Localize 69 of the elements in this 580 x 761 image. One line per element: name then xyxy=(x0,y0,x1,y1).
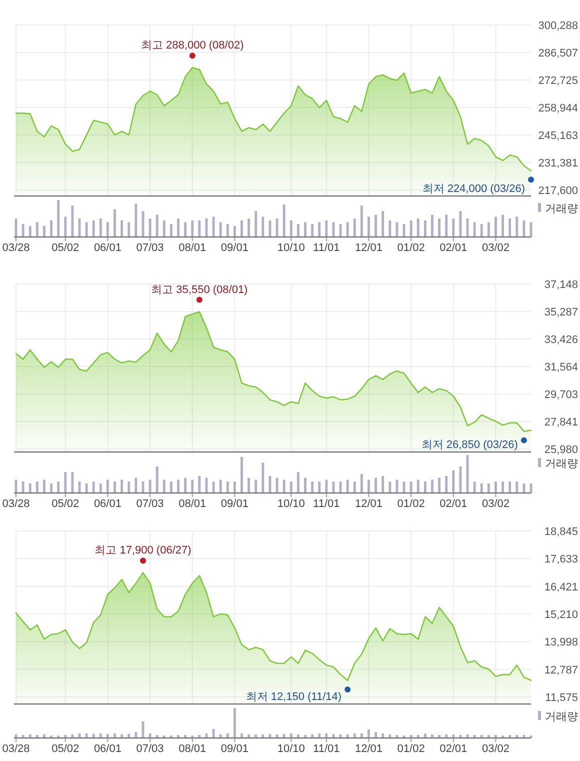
x-tick-label: 08/01 xyxy=(178,498,206,510)
y-tick-label: 286,507 xyxy=(538,48,578,60)
y-tick-label: 231,381 xyxy=(538,158,578,170)
annotation: 최저 26,850 (03/26) xyxy=(421,439,518,451)
y-tick-label: 11,575 xyxy=(545,692,578,704)
x-tick-label: 01/02 xyxy=(397,242,425,254)
x-tick-label: 02/01 xyxy=(440,242,468,254)
x-tick-label: 11/01 xyxy=(313,743,340,755)
x-tick-label: 10/10 xyxy=(277,242,305,254)
x-tick-label: 05/02 xyxy=(52,242,80,254)
y-tick-label: 258,944 xyxy=(538,102,578,115)
x-tick-label: 11/01 xyxy=(313,498,340,510)
y-tick-label: 29,703 xyxy=(544,389,578,402)
x-tick-label: 10/10 xyxy=(277,743,305,755)
legend: 거래량 xyxy=(538,711,578,723)
legend-label: 거래량 xyxy=(545,711,578,723)
legend-label: 거래량 xyxy=(545,203,578,215)
y-tick-label: 31,564 xyxy=(544,362,578,374)
y-tick-label: 25,980 xyxy=(544,444,578,456)
x-tick-label: 07/03 xyxy=(136,242,164,254)
y-tick-label: 13,998 xyxy=(544,636,578,649)
annotation: 최고 288,000 (08/02) xyxy=(141,40,244,52)
x-tick-label: 07/03 xyxy=(136,743,164,755)
x-tick-label: 06/01 xyxy=(94,242,122,254)
y-tick-label: 37,148 xyxy=(544,279,578,291)
x-tick-label: 03/02 xyxy=(482,743,510,755)
x-tick-label: 12/01 xyxy=(354,498,383,510)
x-tick-label: 05/02 xyxy=(52,498,80,510)
y-tick-label: 300,288 xyxy=(538,20,578,32)
y-tick-label: 245,163 xyxy=(538,130,578,142)
x-tick-label: 09/01 xyxy=(220,743,248,755)
x-tick-label: 03/02 xyxy=(482,242,510,254)
annotation: 최저 12,150 (11/14) xyxy=(246,691,342,703)
x-tick-label: 06/01 xyxy=(94,498,122,510)
x-tick-label: 09/01 xyxy=(220,242,248,254)
x-tick-label: 02/01 xyxy=(440,743,468,755)
x-tick-label: 12/01 xyxy=(354,242,383,254)
y-tick-label: 272,725 xyxy=(538,75,578,88)
x-tick-label: 02/01 xyxy=(440,498,468,510)
x-tick-label: 09/01 xyxy=(220,498,248,510)
y-tick-label: 16,421 xyxy=(544,581,578,594)
y-tick-label: 17,633 xyxy=(544,554,578,566)
x-tick-label: 08/01 xyxy=(178,242,206,254)
x-tick-label: 03/28 xyxy=(2,498,30,510)
legend: 거래량 xyxy=(538,203,578,215)
y-tick-label: 33,426 xyxy=(544,334,578,346)
x-tick-label: 01/02 xyxy=(397,498,425,510)
x-tick-label: 07/03 xyxy=(136,498,164,510)
annotation: 최고 35,550 (08/01) xyxy=(151,284,248,296)
x-tick-label: 03/28 xyxy=(2,242,30,254)
annotation: 최고 17,900 (06/27) xyxy=(94,544,192,557)
legend-label: 거래량 xyxy=(545,458,578,470)
x-tick-label: 12/01 xyxy=(354,743,383,755)
y-tick-label: 12,787 xyxy=(544,664,578,676)
y-tick-label: 35,287 xyxy=(544,306,578,318)
x-tick-label: 01/02 xyxy=(397,743,425,755)
x-tick-label: 06/01 xyxy=(94,743,122,755)
x-tick-label: 05/02 xyxy=(52,743,80,755)
legend: 거래량 xyxy=(538,458,578,470)
x-tick-label: 10/10 xyxy=(277,498,305,510)
y-tick-label: 18,845 xyxy=(544,526,578,538)
x-tick-label: 11/01 xyxy=(313,242,340,254)
y-tick-label: 217,600 xyxy=(538,185,578,198)
y-tick-label: 15,210 xyxy=(544,609,578,622)
x-tick-label: 08/01 xyxy=(178,743,206,755)
x-tick-label: 03/02 xyxy=(482,498,510,510)
x-tick-label: 03/28 xyxy=(2,743,30,755)
y-tick-label: 27,841 xyxy=(544,416,578,429)
annotation: 최저 224,000 (03/26) xyxy=(422,183,525,195)
